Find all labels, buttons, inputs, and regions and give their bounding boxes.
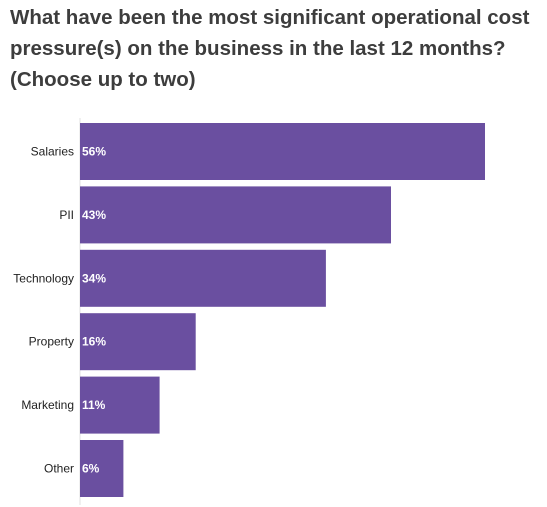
category-label: Property (29, 335, 74, 349)
bar-group: Salaries 56% PII 43% Technology 34% Property 16… (13, 123, 485, 497)
category-label: Other (44, 462, 74, 476)
value-label: 34% (82, 271, 106, 285)
category-label: Salaries (31, 145, 74, 159)
bar-salaries (80, 123, 485, 180)
bar-other (80, 440, 124, 497)
value-label: 43% (82, 208, 106, 222)
category-label: PII (59, 208, 74, 222)
category-label: Technology (13, 271, 74, 285)
value-label: 6% (82, 462, 100, 476)
bar-property (80, 313, 196, 371)
bar-technology (80, 249, 326, 307)
bar-marketing (80, 376, 160, 434)
bar-pii (80, 186, 391, 244)
value-label: 56% (82, 145, 106, 159)
chart-title: What have been the most significant oper… (10, 6, 530, 91)
value-label: 16% (82, 335, 106, 349)
category-label: Marketing (21, 398, 74, 412)
value-label: 11% (82, 398, 106, 412)
